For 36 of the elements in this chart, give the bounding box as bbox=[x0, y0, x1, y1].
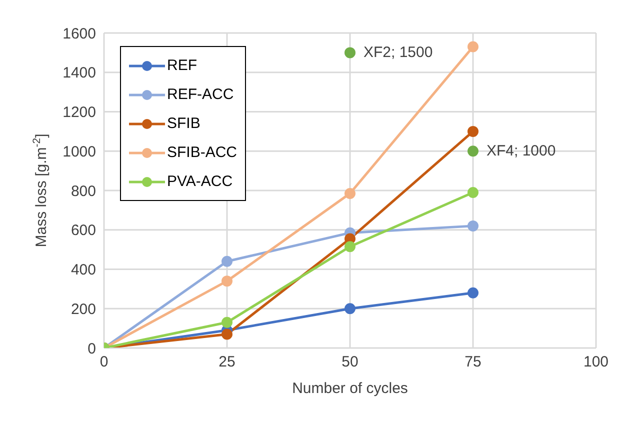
x-axis-title: Number of cycles bbox=[292, 380, 408, 397]
point bbox=[344, 241, 356, 252]
legend-label: PVA-ACC bbox=[167, 173, 233, 190]
y-tick-label: 200 bbox=[70, 300, 96, 318]
legend-label: SFIB-ACC bbox=[167, 144, 238, 161]
point bbox=[222, 316, 232, 328]
legend-label: REF bbox=[167, 57, 197, 74]
point bbox=[344, 47, 356, 58]
point bbox=[468, 220, 478, 232]
legend-label: SFIB bbox=[167, 115, 200, 132]
point bbox=[222, 328, 232, 340]
point bbox=[344, 188, 356, 199]
y-tick-label: 1200 bbox=[62, 104, 96, 122]
legend-label: REF-ACC bbox=[167, 86, 234, 103]
point bbox=[222, 276, 232, 287]
x-tick-label: 75 bbox=[464, 354, 482, 371]
point bbox=[468, 126, 478, 137]
point bbox=[468, 41, 478, 52]
y-tick-label: 800 bbox=[70, 182, 96, 200]
y-tick-label: 0 bbox=[88, 340, 96, 358]
x-tick-label: 100 bbox=[583, 354, 609, 371]
point bbox=[344, 303, 356, 314]
y-tick-label: 1600 bbox=[62, 25, 96, 42]
point bbox=[468, 287, 478, 298]
point bbox=[468, 186, 478, 198]
data-label: XF2; 1500 bbox=[363, 44, 433, 62]
point bbox=[222, 256, 232, 267]
data-label: XF4; 1000 bbox=[486, 142, 556, 160]
y-tick-label: 600 bbox=[70, 222, 96, 240]
y-tick-label: 1000 bbox=[62, 143, 96, 160]
point bbox=[468, 146, 478, 157]
x-tick-label: 50 bbox=[342, 354, 358, 371]
x-tick-label: 25 bbox=[218, 354, 236, 371]
y-tick-label: 1400 bbox=[62, 64, 96, 82]
x-tick-label: 0 bbox=[100, 354, 108, 371]
y-tick-label: 400 bbox=[70, 262, 96, 279]
